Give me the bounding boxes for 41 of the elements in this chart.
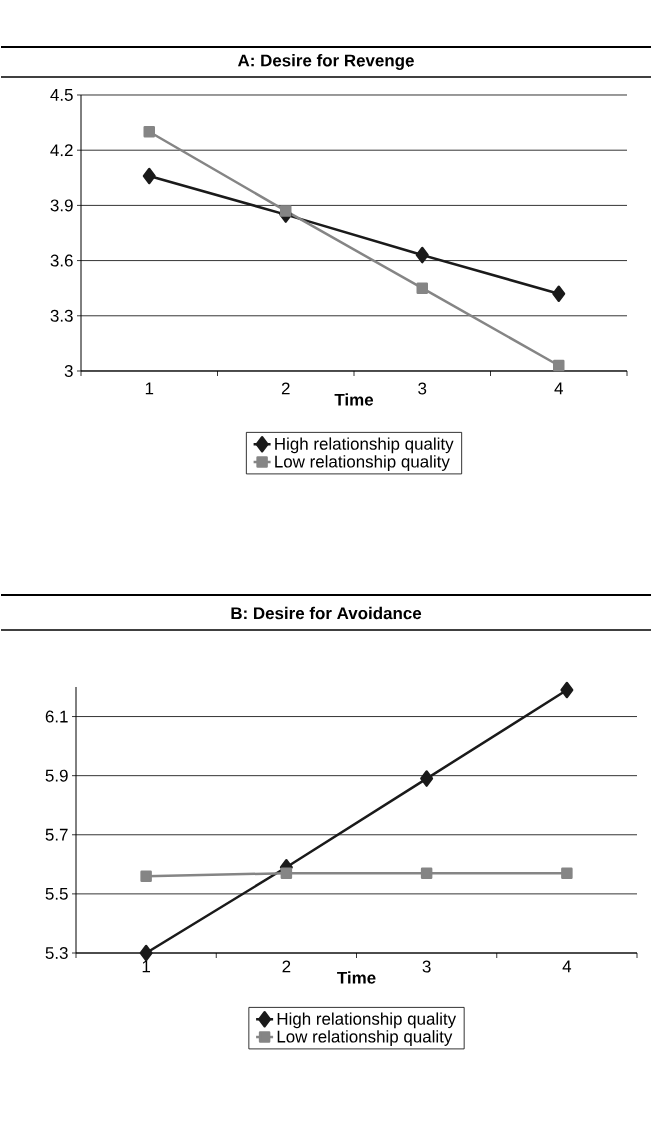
point (416, 282, 428, 294)
point (139, 944, 153, 962)
x-tick-label: 3 (422, 960, 431, 973)
x-tick-label: 3 (418, 382, 427, 395)
y-tick-label: 4.2 (50, 144, 73, 157)
y-tick-label: 3.6 (50, 254, 73, 267)
x-tick-label: 1 (142, 960, 151, 973)
y-tick-label: 3.9 (50, 199, 73, 212)
point (280, 205, 292, 217)
x-tick-label: 1 (145, 382, 154, 395)
y-tick-label: 4.5 (50, 89, 73, 101)
x-axis-title: Time (334, 393, 374, 406)
point (552, 285, 566, 302)
legend-label: High relationship quality (277, 1012, 457, 1029)
legend-label: Low relationship quality (275, 455, 450, 471)
y-tick-label: 5.3 (45, 947, 68, 959)
x-tick-label: 4 (562, 960, 572, 973)
point (142, 167, 156, 185)
y-tick-label: 6.1 (45, 710, 68, 723)
y-tick-label: 5.9 (45, 769, 68, 782)
x-tick-label: 4 (554, 382, 563, 395)
legend-label: High relationship quality (275, 437, 454, 454)
y-tick-label: 3.3 (50, 309, 73, 322)
point (560, 681, 574, 699)
point (420, 867, 433, 879)
legend-label: Low relationship quality (277, 1030, 453, 1046)
chart-title: A: Desire for Revenge (237, 54, 414, 70)
point (280, 867, 293, 879)
point (415, 246, 429, 264)
x-tick-label: 2 (282, 960, 291, 973)
x-tick-label: 2 (281, 382, 290, 395)
y-tick-label: 3 (64, 364, 73, 377)
y-tick-label: 5.7 (45, 828, 68, 841)
point (553, 359, 565, 372)
point (561, 867, 573, 879)
chart-title: B: Desire for Avoidance (231, 606, 422, 620)
point (140, 870, 152, 882)
x-axis-title: Time (337, 971, 376, 984)
y-tick-label: 5.5 (45, 887, 68, 900)
point (420, 770, 434, 787)
point (143, 126, 155, 138)
